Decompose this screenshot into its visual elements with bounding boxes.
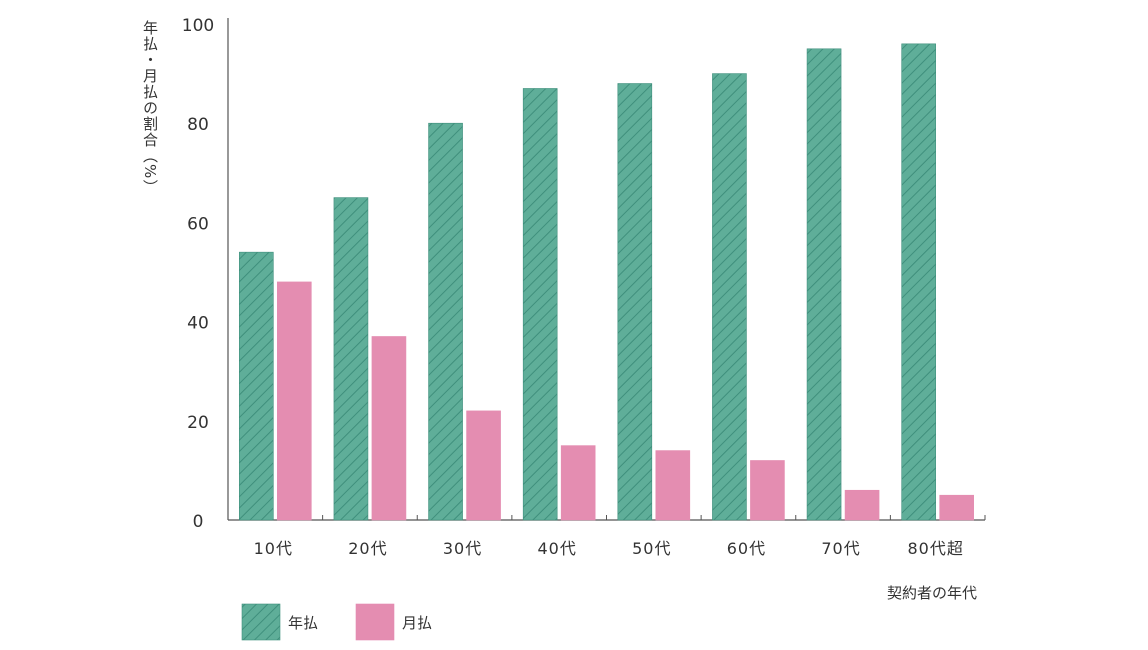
x-tick-label: 40代 [538,539,577,558]
bar-annual [333,197,369,521]
y-tick-label: 0 [193,512,204,532]
bar-monthly [560,445,596,521]
x-tick-label: 60代 [727,539,766,558]
x-tick-label: 70代 [821,539,860,558]
bar-annual [428,122,463,521]
bar-monthly [655,450,691,521]
x-tick-label: 10代 [254,539,293,558]
x-tick-label: 30代 [443,539,482,558]
bar-monthly [939,494,974,521]
bar-annual [522,88,558,521]
bar-monthly [371,336,407,521]
bar-monthly [844,489,880,521]
legend-swatch-annual [241,603,281,641]
bars [239,43,974,521]
y-axis-label-group: 年払・月払の割合（%） [141,20,159,195]
x-axis-label: 契約者の年代 [887,584,977,602]
bar-annual [806,48,842,521]
x-tick-label: 50代 [632,539,671,558]
y-tick-label: 20 [187,413,209,433]
bar-annual [901,43,936,521]
y-tick-label: 60 [187,214,209,234]
y-tick-label: 80 [187,115,209,135]
legend-label-monthly: 月払 [402,614,432,632]
x-tick-label: 80代超 [908,539,964,558]
bar-monthly [277,281,312,521]
bar-annual [239,251,274,521]
bar-monthly [750,460,785,521]
bar-annual [712,73,747,521]
bar-annual [617,83,653,521]
legend-label-annual: 年払 [288,614,318,632]
legend: 年払 月払 [241,603,432,641]
y-axis-ticks: 0 20 40 60 80 100 [182,16,214,532]
y-tick-label: 100 [182,16,214,36]
y-axis-label: 年払・月払の割合（%） [141,20,159,195]
x-axis-ticks: 10代 20代 30代 40代 50代 60代 70代 80代超 [254,539,964,558]
bar-monthly [466,410,501,521]
x-axis-label-group: 契約者の年代 [887,584,977,602]
x-tick-label: 20代 [348,539,387,558]
y-tick-label: 40 [187,314,209,334]
legend-swatch-monthly [355,603,395,641]
